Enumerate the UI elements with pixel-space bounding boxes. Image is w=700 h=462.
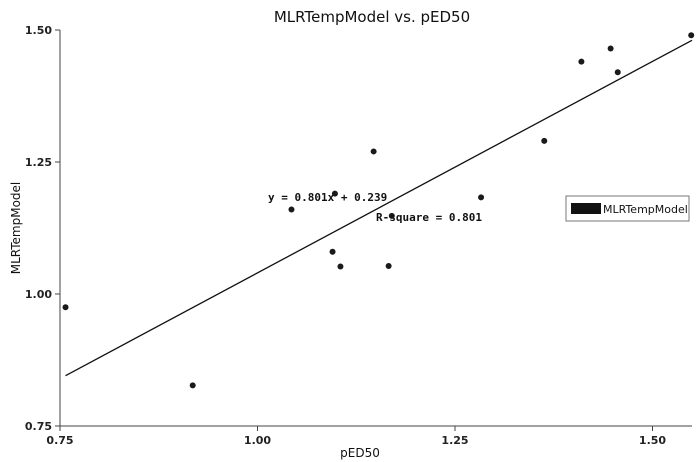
data-point [614, 69, 621, 76]
x-axis-ticks: 0.75 1.00 1.25 1.50 [46, 426, 666, 447]
data-point [370, 148, 377, 155]
regression-line [65, 39, 693, 377]
data-point [331, 190, 338, 197]
data-point [329, 248, 336, 255]
data-point [578, 58, 585, 65]
y-tick-label: 1.50 [25, 24, 52, 37]
y-tick-label: 0.75 [25, 420, 52, 433]
data-point [288, 206, 295, 213]
legend-swatch [571, 203, 601, 214]
data-point [541, 137, 548, 144]
x-tick-label: 0.75 [46, 434, 73, 447]
legend-label: MLRTempModel [603, 203, 688, 216]
data-point [607, 45, 614, 52]
regression-equation-label: y = 0.801x + 0.239 [268, 191, 387, 204]
x-tick-label: 1.00 [244, 434, 271, 447]
y-axis-ticks: 0.75 1.00 1.25 1.50 [25, 24, 60, 433]
data-point [388, 212, 395, 219]
data-point [478, 194, 485, 201]
y-tick-label: 1.00 [25, 288, 52, 301]
data-point [688, 32, 695, 39]
x-tick-label: 1.50 [639, 434, 666, 447]
y-axis-title: MLRTempModel [9, 182, 23, 275]
r-square-label: R-square = 0.801 [376, 211, 482, 224]
data-point [337, 263, 344, 270]
x-tick-label: 1.25 [441, 434, 468, 447]
chart-title: MLRTempModel vs. pED50 [274, 8, 470, 26]
data-point [385, 263, 392, 270]
data-points [62, 32, 695, 389]
data-point [62, 304, 69, 311]
y-tick-label: 1.25 [25, 156, 52, 169]
legend: MLRTempModel [565, 195, 690, 222]
x-axis-title: pED50 [340, 446, 380, 460]
data-point [189, 382, 196, 389]
